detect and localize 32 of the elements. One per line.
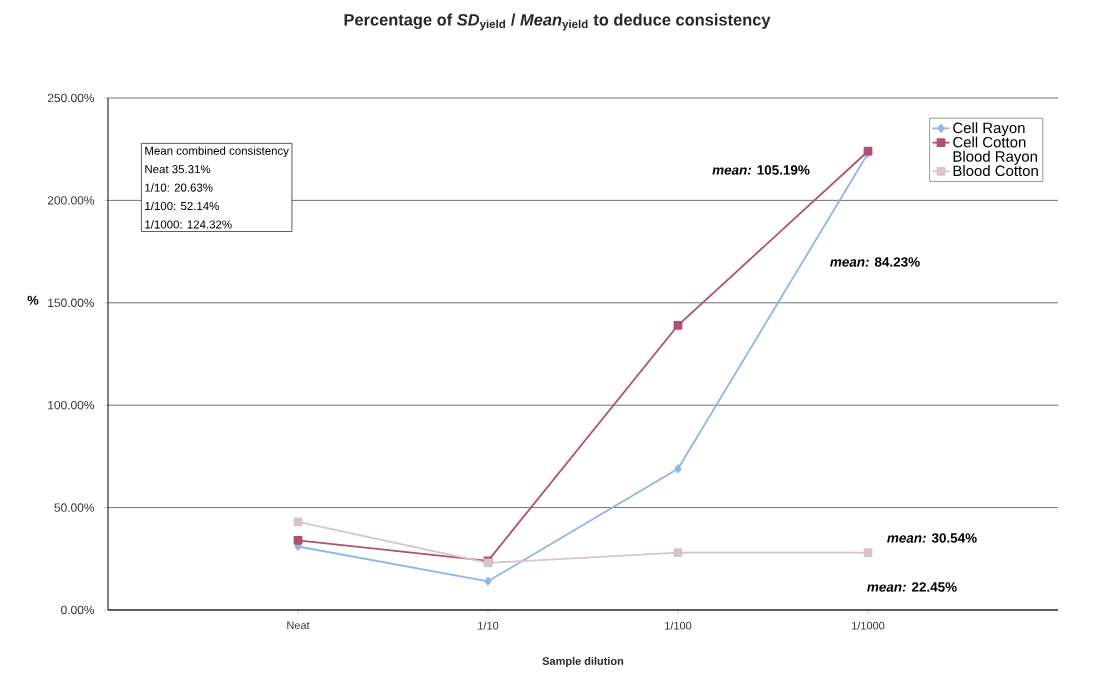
legend-label: Cell Cotton — [953, 136, 1026, 148]
annotation: mean: 22.45% — [867, 582, 957, 592]
point — [673, 548, 683, 558]
x-tick-label: 1/1000 — [852, 621, 885, 630]
x-tick-label: 1/100 — [665, 621, 692, 630]
y-tick-label: 200.00% — [47, 196, 95, 205]
annotation: 1/100: 52.14% — [145, 201, 219, 211]
y-axis-title: % — [27, 295, 39, 305]
x-axis-title: Sample dilution — [542, 656, 624, 668]
point — [673, 320, 683, 330]
y-tick-label: 250.00% — [47, 93, 95, 103]
annotation: 1/1000: 124.32% — [145, 220, 232, 229]
y-tick-label: 50.00% — [54, 503, 95, 512]
annotation: mean: 30.54% — [887, 533, 977, 543]
point — [674, 464, 682, 474]
point — [484, 576, 492, 586]
x-tick-label: 1/10 — [478, 621, 499, 630]
legend-label: Cell Rayon — [953, 122, 1025, 137]
annotation: Neat 35.31% — [145, 165, 211, 174]
legend-label: Blood Cotton — [953, 165, 1038, 177]
text: Blood Rayon — [953, 150, 1037, 165]
annotation: mean: 105.19% — [712, 165, 810, 175]
x-tick-label: Neat — [287, 621, 310, 630]
y-tick-label: 150.00% — [48, 298, 95, 308]
point — [293, 535, 303, 545]
y-tick-label: 100.00% — [48, 400, 95, 410]
annotation: mean: 84.23% — [830, 257, 920, 267]
annotation: 1/10: 20.63% — [145, 183, 213, 192]
chart-title: Percentage of SD$_{yield}$ / Mean$_{yield}$ to deduce consistency — [344, 13, 771, 31]
y-tick-label: 0.00% — [61, 605, 95, 615]
point — [863, 548, 873, 558]
annotation: Mean combined consistency — [145, 146, 289, 158]
